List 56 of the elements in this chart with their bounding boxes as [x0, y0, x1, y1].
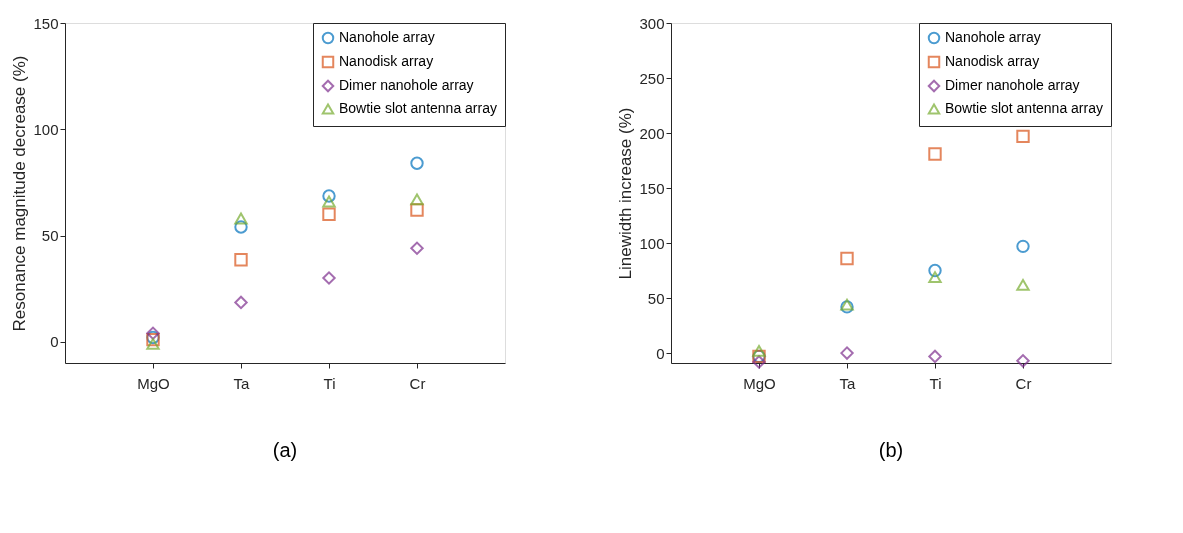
legend-label: Nanohole array [945, 29, 1041, 45]
point [146, 337, 160, 350]
x-tick-label: Cr [409, 374, 426, 392]
y-tick-label: 300 [639, 14, 665, 32]
point [410, 241, 424, 255]
point [410, 156, 424, 170]
x-tick-label: Ti [929, 374, 942, 392]
y-tick-label: 150 [33, 14, 59, 32]
point [322, 189, 336, 203]
point [928, 349, 942, 364]
legend-label: Nanohole array [339, 29, 435, 45]
text: (b) [878, 439, 904, 461]
point [752, 344, 766, 357]
legend-label: Nanodisk array [945, 53, 1040, 69]
point [322, 195, 336, 208]
point [322, 271, 336, 285]
point [928, 147, 942, 161]
point [1016, 354, 1030, 368]
point [840, 346, 854, 360]
legend-label: Dimer nanohole array [945, 77, 1080, 93]
y-tick-label: 0 [656, 344, 665, 362]
legend-label: Nanodisk array [339, 53, 434, 69]
y-tick-label: 100 [33, 120, 59, 138]
point [234, 295, 248, 310]
x-tick-label: Ti [323, 374, 336, 392]
y-tick-label: 250 [639, 69, 665, 87]
y-tick-label: 100 [639, 234, 665, 252]
legend-label: Bowtie slot antenna array [945, 100, 1103, 116]
point [322, 207, 336, 221]
y-tick-label: 150 [639, 179, 665, 197]
x-tick-label: MgO [137, 374, 170, 392]
y-tick-label: 50 [41, 227, 59, 244]
point [1016, 278, 1030, 291]
point [752, 355, 766, 369]
point [146, 326, 160, 340]
point [1016, 239, 1030, 254]
point [928, 263, 942, 278]
y-axis-title: Resonance magnitude decrease (%) [10, 55, 30, 332]
legend-label: Bowtie slot antenna array [339, 100, 497, 116]
y-tick-label: 0 [50, 333, 59, 351]
point [1016, 129, 1030, 144]
y-tick-label: 200 [639, 124, 665, 142]
text: (a) [272, 439, 298, 461]
point [928, 271, 942, 284]
x-tick-label: MgO [743, 374, 776, 392]
point [234, 253, 248, 267]
x-tick-label: Ta [839, 374, 857, 392]
point [234, 212, 248, 225]
point [410, 193, 424, 206]
legend-label: Dimer nanohole array [339, 77, 474, 93]
x-tick-label: Cr [1015, 374, 1032, 392]
point [234, 220, 248, 234]
point [840, 251, 854, 266]
x-tick-label: Ta [233, 374, 251, 392]
y-axis-title: Linewidth increase (%) [616, 107, 636, 280]
y-tick-label: 50 [647, 289, 665, 307]
